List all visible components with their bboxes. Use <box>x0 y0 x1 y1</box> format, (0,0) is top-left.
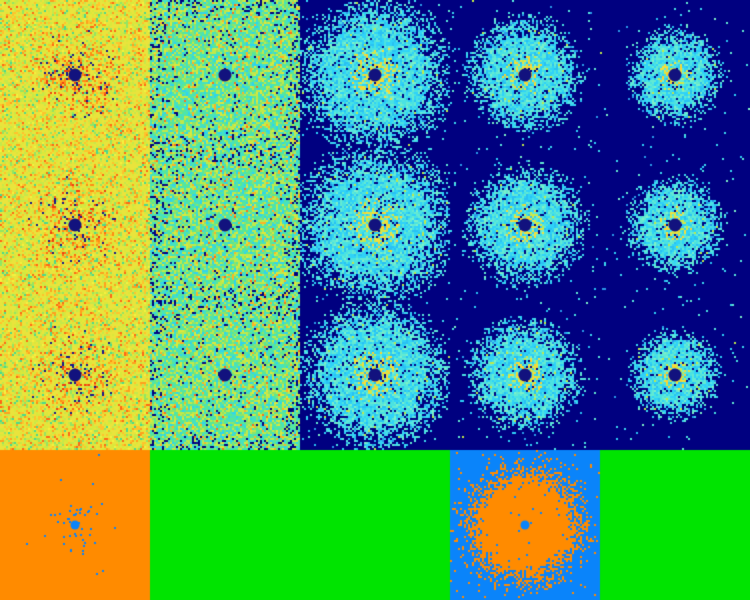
heatmap-grid-canvas <box>0 0 750 600</box>
heatmap-figure <box>0 0 750 600</box>
